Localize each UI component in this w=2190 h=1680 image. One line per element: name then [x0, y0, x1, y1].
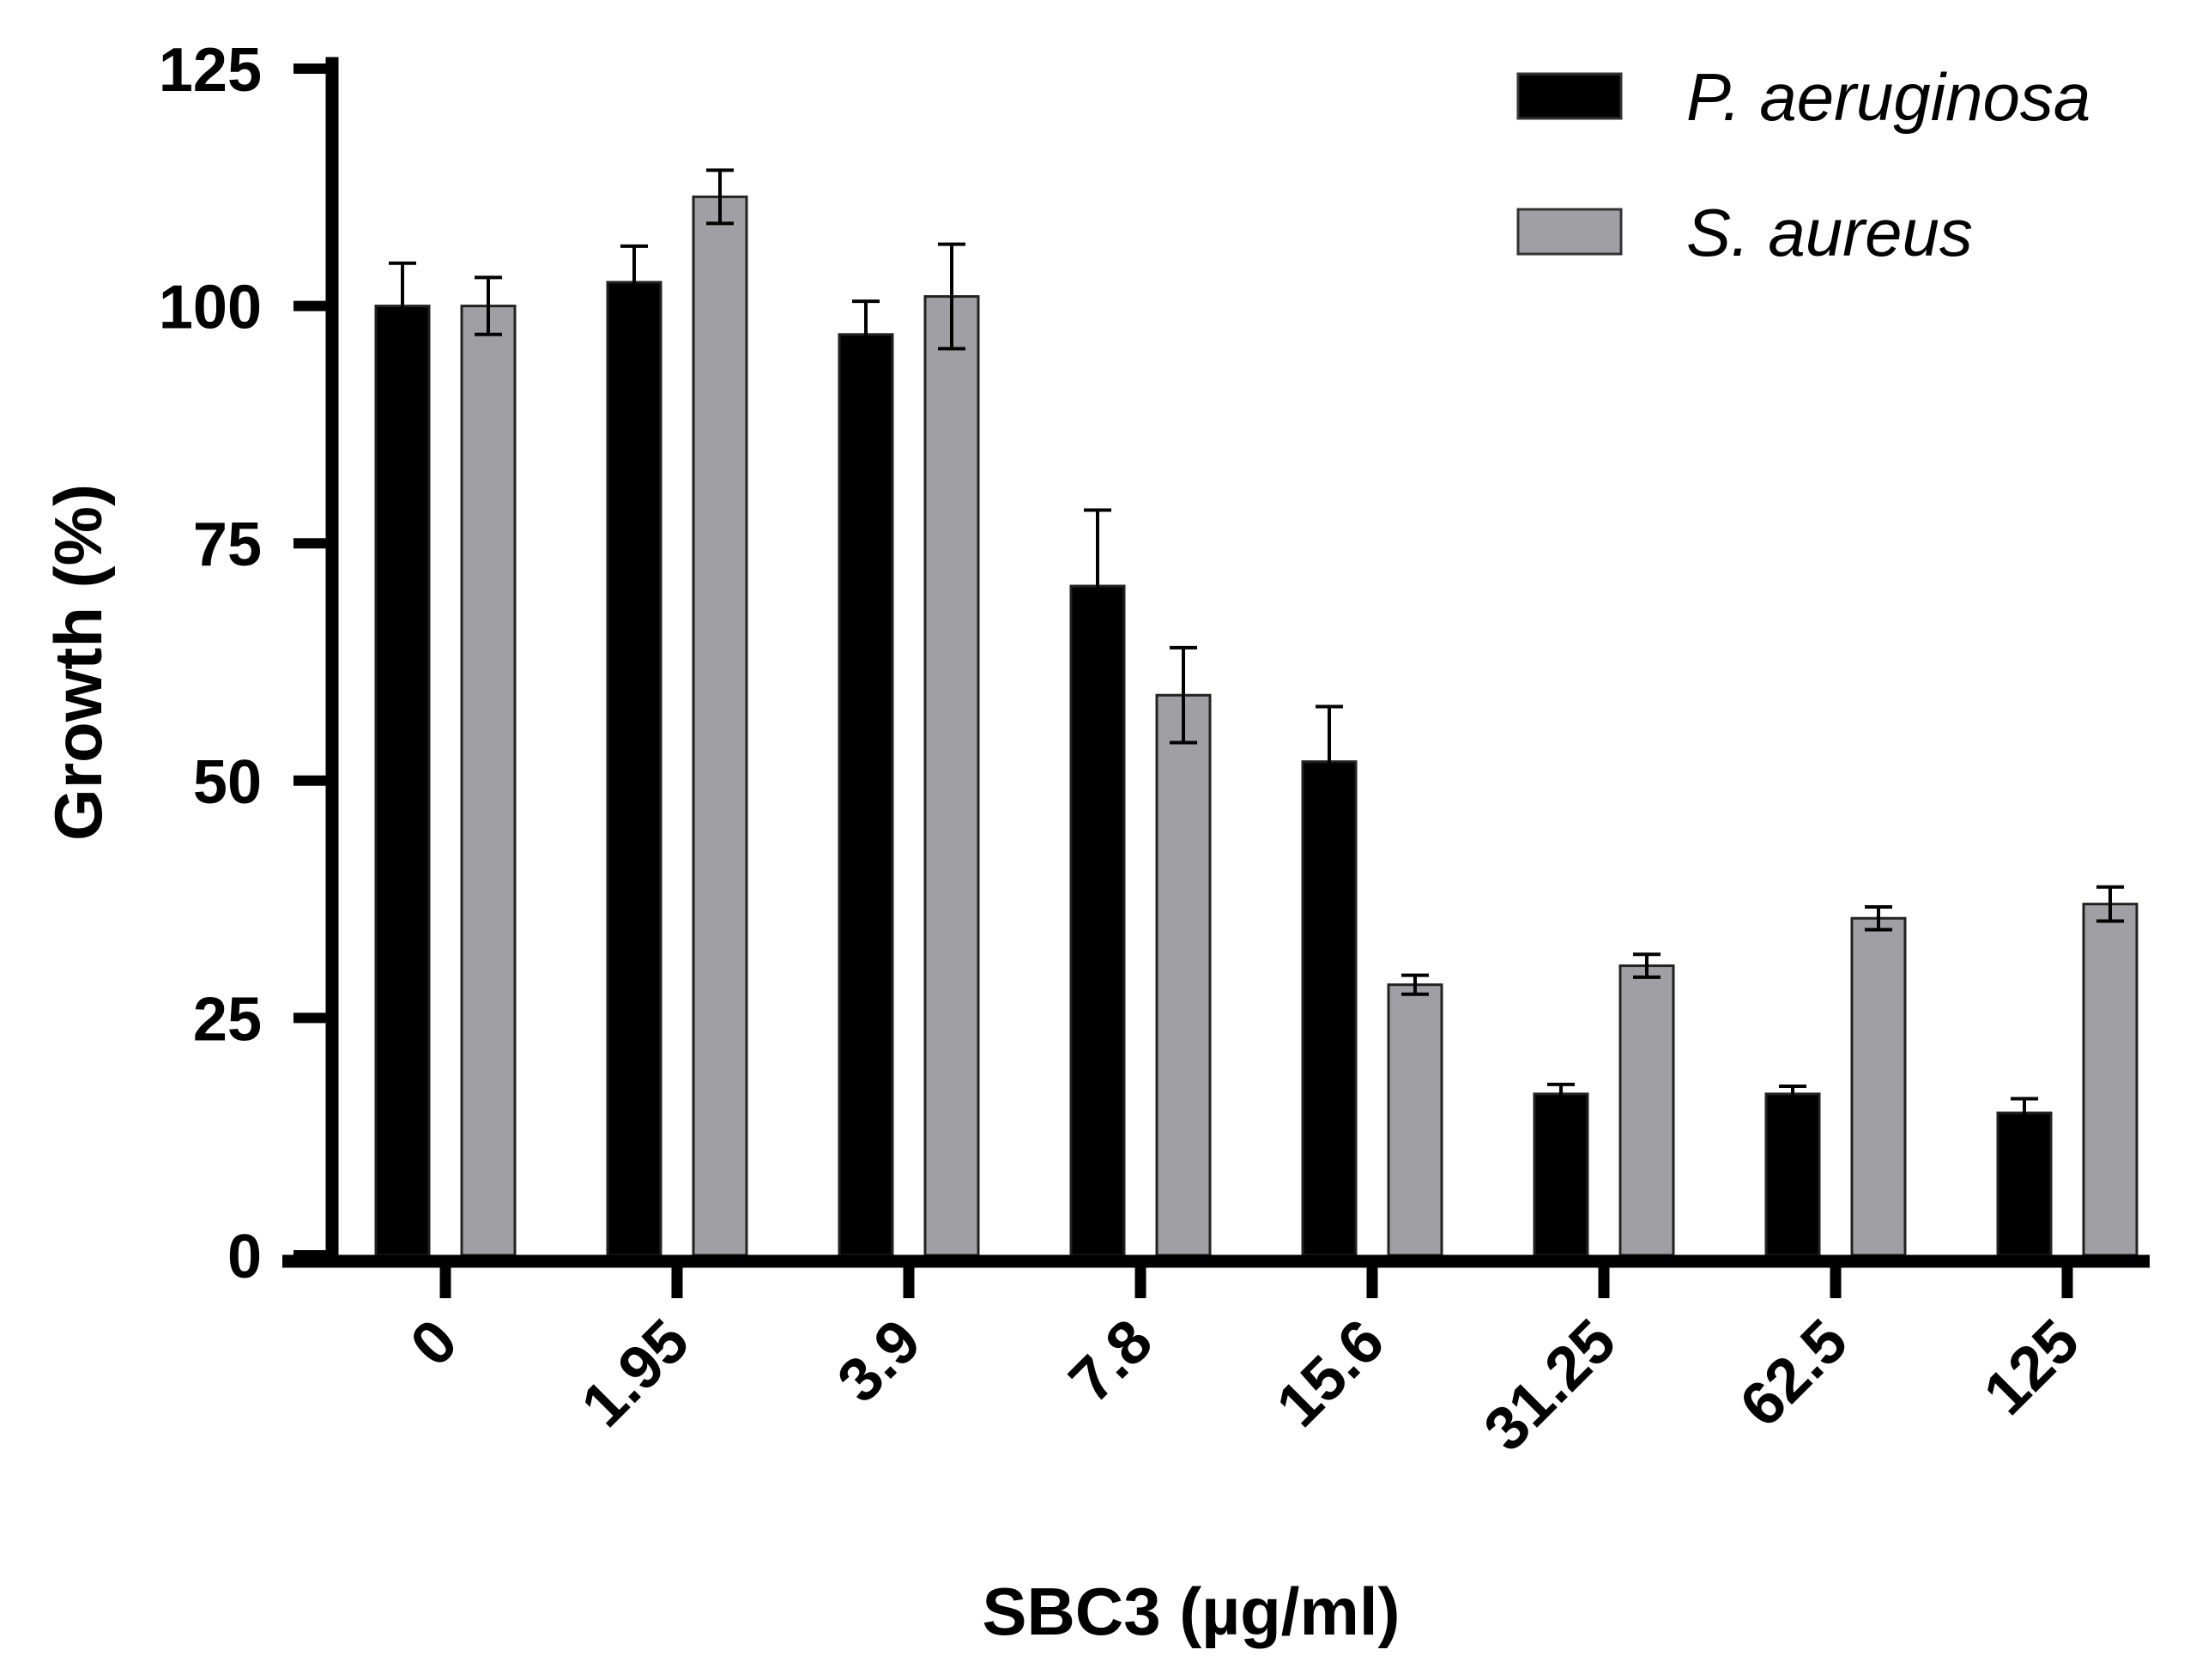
x-tick-label-0: 0: [397, 1307, 470, 1380]
x-tick-label-62-5: 62.5: [1727, 1307, 1861, 1441]
x-tick-label-125: 125: [1971, 1307, 2093, 1429]
bar-p-aeruginosa-15-6: [1301, 760, 1358, 1257]
y-ticks-layer: 0 25 50 75 100 125: [159, 36, 332, 1291]
bar-s-aureus-125: [2082, 903, 2139, 1257]
bar-s-aureus-62-5: [1850, 916, 1907, 1257]
x-tick-label-15-6: 15.6: [1264, 1307, 1398, 1441]
x-tick-label-3-9: 3.9: [825, 1307, 934, 1416]
legend-label-p-aeruginosa: P. aeruginosa: [1686, 59, 2090, 135]
legend-swatch-p-aeruginosa: [1516, 72, 1623, 120]
bar-s-aureus-1-95: [692, 195, 748, 1257]
x-tick-label-7-8: 7.8: [1056, 1307, 1165, 1416]
y-tick-label-75: 75: [193, 511, 262, 579]
y-tick-label-50: 50: [193, 748, 262, 817]
y-axis-title: Growth (%): [40, 484, 116, 841]
bar-p-aeruginosa-31-25: [1533, 1092, 1589, 1257]
x-tick-label-1-95: 1.95: [569, 1307, 703, 1441]
y-tick-label-100: 100: [159, 274, 262, 342]
bar-s-aureus-31-25: [1618, 964, 1675, 1257]
legend-label-s-aureus: S. aureus: [1686, 195, 1973, 270]
bar-s-aureus-7-8: [1155, 693, 1212, 1257]
bar-p-aeruginosa-62-5: [1764, 1092, 1821, 1257]
y-tick-label-0: 0: [227, 1223, 262, 1291]
bar-p-aeruginosa-1-95: [606, 281, 662, 1257]
bar-p-aeruginosa-7-8: [1069, 584, 1126, 1257]
y-tick-label-125: 125: [159, 36, 262, 105]
bar-p-aeruginosa-125: [1996, 1111, 2053, 1257]
y-tick-label-25: 25: [193, 985, 262, 1054]
legend-swatch-s-aureus: [1516, 208, 1623, 256]
x-ticks-layer: 0 1.95 3.9 7.8 15.6 31.25 62.5 125: [397, 1261, 2092, 1465]
bar-s-aureus-15-6: [1387, 983, 1443, 1257]
x-tick-label-31-25: 31.25: [1471, 1307, 1629, 1465]
error-bars-layer: [389, 168, 2124, 1129]
bar-p-aeruginosa-0: [374, 305, 431, 1257]
bars-layer: [374, 195, 2139, 1257]
legend: P. aeruginosa S. aureus: [1516, 59, 2090, 270]
x-axis-title: SBC3 (µg/ml): [983, 1574, 1401, 1649]
bar-s-aureus-0: [460, 305, 517, 1257]
bar-p-aeruginosa-3-9: [838, 333, 894, 1257]
bar-s-aureus-3-9: [923, 295, 980, 1257]
